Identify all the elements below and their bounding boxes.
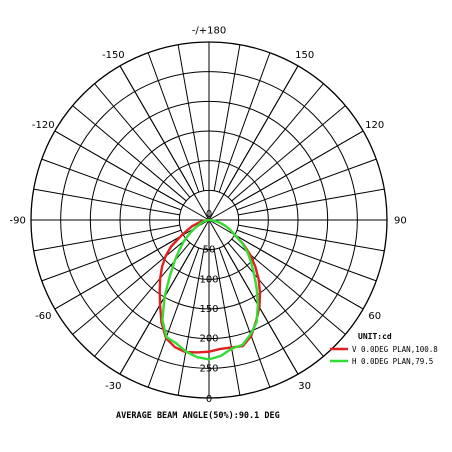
- grid-spoke-110: [236, 158, 377, 211]
- polar-grid: [30, 41, 388, 399]
- grid-spoke--10: [177, 249, 205, 396]
- radial-label-250: 250: [199, 363, 218, 374]
- radial-label-50: 50: [203, 245, 216, 256]
- angle-labels: -/+180 0 -150 -120 -90 -60 -30 30 60 90 120 150: [9, 26, 406, 405]
- grid-spoke--20: [147, 247, 200, 388]
- radial-label-100: 100: [199, 274, 218, 285]
- angle-label-150: 150: [295, 50, 314, 61]
- grid-major-spoke--120: [54, 130, 210, 221]
- grid-spoke-140: [227, 83, 324, 198]
- series-line-1: [161, 218, 260, 361]
- grid-spoke--80: [33, 224, 180, 252]
- radial-labels: 0 50 100 150 200 250: [199, 209, 218, 374]
- grid-spoke-10: [213, 249, 241, 396]
- angle-label-neg150: -150: [102, 50, 125, 61]
- grid-spoke-100: [238, 188, 385, 216]
- angle-label-neg60: -60: [35, 311, 51, 322]
- grid-major-spoke--150: [119, 65, 210, 221]
- legend: UNIT:cd V 0.0DEG PLAN,100.8 H 0.0DEG PLA…: [330, 332, 438, 366]
- angle-label-120: 120: [365, 120, 384, 131]
- grid-spoke--100: [33, 188, 180, 216]
- legend-title: UNIT:cd: [358, 332, 392, 341]
- angle-label-60: 60: [368, 311, 381, 322]
- beam-angle-footer: AVERAGE BEAM ANGLE(50%):90.1 DEG: [116, 411, 280, 421]
- angle-label-30: 30: [298, 381, 311, 392]
- grid-spoke--50: [72, 238, 187, 335]
- grid-spoke--70: [41, 229, 182, 282]
- grid-spoke--130: [72, 105, 187, 202]
- angle-label-neg30: -30: [105, 381, 121, 392]
- grid-major-spoke-30: [208, 219, 299, 375]
- radial-label-150: 150: [199, 304, 218, 315]
- grid-spoke-20: [218, 247, 271, 388]
- grid-spoke--160: [147, 52, 200, 193]
- angle-label-90: 90: [394, 216, 407, 227]
- grid-spoke-130: [231, 105, 346, 202]
- angle-label-neg120: -120: [32, 120, 55, 131]
- grid-major-spoke-120: [208, 130, 364, 221]
- series-layer: [158, 218, 262, 361]
- series-line-0: [158, 218, 262, 354]
- radial-label-0: 0: [206, 209, 212, 220]
- grid-spoke-40: [227, 242, 324, 357]
- grid-spoke--110: [41, 158, 182, 211]
- grid-spoke--140: [94, 83, 191, 198]
- grid-spoke-70: [236, 229, 377, 282]
- legend-entry-h: H 0.0DEG PLAN,79.5: [352, 357, 433, 366]
- grid-spoke-160: [218, 52, 271, 193]
- angle-label-top: -/+180: [192, 26, 226, 37]
- grid-spoke-170: [213, 44, 241, 191]
- radial-label-200: 200: [199, 334, 218, 345]
- grid-spoke--170: [177, 44, 205, 191]
- legend-entry-v: V 0.0DEG PLAN,100.8: [352, 345, 438, 354]
- angle-label-neg90: -90: [9, 216, 25, 227]
- grid-spoke-80: [238, 224, 385, 252]
- grid-major-spoke-150: [208, 65, 299, 221]
- angle-label-zero: 0: [206, 394, 212, 405]
